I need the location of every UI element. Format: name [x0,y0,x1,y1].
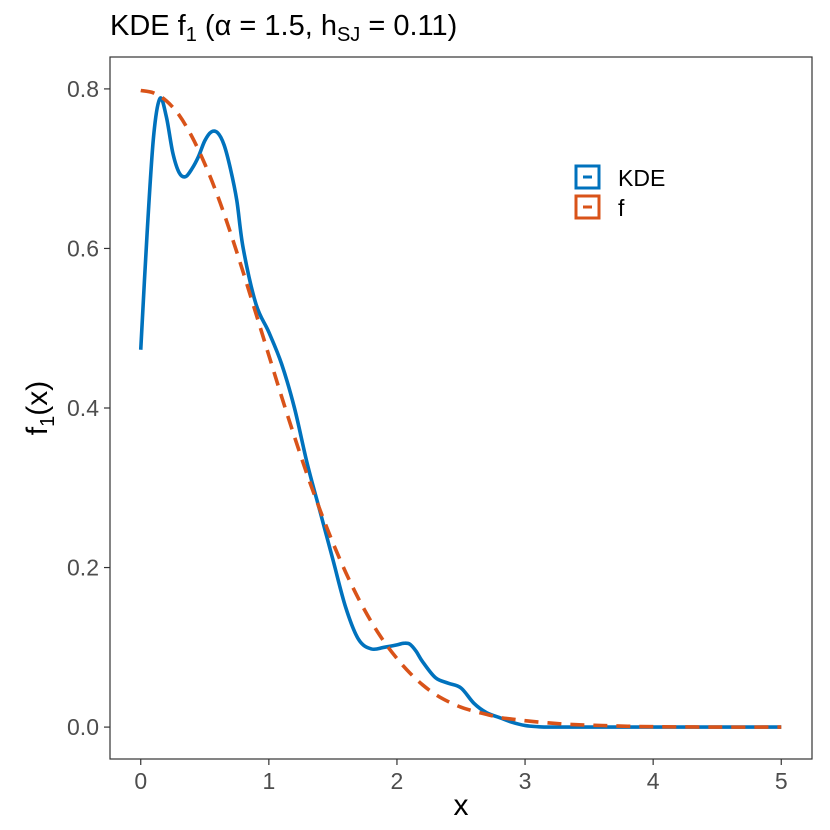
x-tick-label: 2 [391,768,404,794]
legend-item-kde: KDE [574,164,665,191]
x-tick-label: 3 [519,768,532,794]
y-tick-label: 0.8 [67,76,99,102]
series-layer [138,88,782,729]
x-axis-title: x [454,789,469,822]
legend-label-kde: KDE [618,165,665,191]
x-tick-label: 1 [262,768,275,794]
chart-title: KDE f1 (α = 1.5, hSJ = 0.11) [110,10,457,46]
y-axis-title: f1(x) [21,381,59,435]
x-tick-label: 4 [647,768,660,794]
legend-label-f: f [618,195,625,221]
x-axis: 0 1 2 3 4 5 [134,759,788,794]
series-line-f [140,88,782,729]
y-tick-label: 0.6 [67,235,99,261]
legend: KDE f [574,164,665,221]
x-tick-label: 5 [775,768,788,794]
y-tick-label: 0.2 [67,555,99,581]
x-tick-label: 0 [134,768,147,794]
y-axis: 0.0 0.2 0.4 0.6 0.8 [67,76,110,740]
y-tick-label: 0.4 [67,395,99,421]
y-tick-label: 0.0 [67,714,99,740]
legend-item-f: f [574,194,625,221]
